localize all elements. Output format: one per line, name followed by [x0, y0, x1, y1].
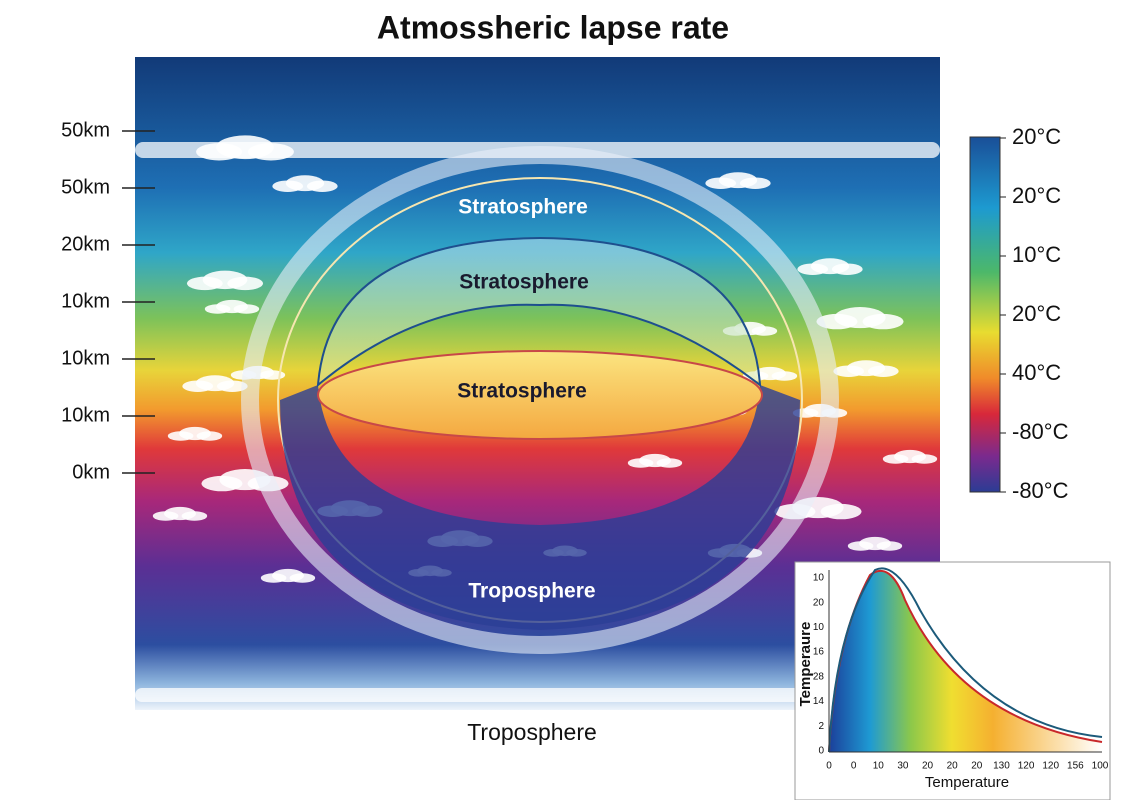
cloud	[656, 458, 683, 468]
colorbar-label: 20°C	[1012, 124, 1061, 149]
troposphere-shell	[280, 385, 800, 630]
altitude-scale: 50km 50km 20km 10km 10km 10km 0km	[61, 119, 155, 483]
layer-label: Troposphere	[468, 580, 595, 603]
inset-ytick: 16	[813, 647, 825, 658]
inset-area	[829, 570, 1102, 752]
colorbar-labels: 20°C 20°C 10°C 20°C 40°C -80°C -80°C	[1000, 124, 1069, 503]
cloud	[196, 431, 223, 441]
cloud	[911, 454, 938, 464]
inset-ytick: 20	[813, 597, 825, 608]
inset-xtick: 0	[851, 761, 857, 772]
cloud	[831, 263, 863, 275]
cloud	[867, 365, 899, 377]
inset-xtick: 120	[1018, 761, 1035, 772]
colorbar-label: 10°C	[1012, 242, 1061, 267]
inset-xtick: 130	[993, 761, 1010, 772]
inset-ytick: 2	[818, 721, 824, 732]
cloud	[820, 503, 862, 520]
inset-ytick: 10	[813, 622, 825, 633]
inset-xtick: 0	[826, 761, 832, 772]
cloud	[306, 180, 338, 192]
altitude-label: 10km	[61, 404, 110, 426]
altitude-label: 0km	[72, 461, 110, 483]
colorbar-label: 20°C	[1012, 301, 1061, 326]
inset-curve	[828, 567, 1103, 753]
inset-xtick: 120	[1042, 761, 1059, 772]
colorbar-label: 20°C	[1012, 183, 1061, 208]
outer-ring	[241, 146, 839, 654]
colorbar	[969, 136, 1001, 493]
cloud	[181, 511, 208, 521]
inset-ylabel: Temperaure	[797, 622, 814, 707]
cloud	[289, 573, 316, 583]
layer-label: Stratosphere	[458, 196, 588, 219]
colorbar-label: -80°C	[1012, 478, 1069, 503]
inset-xtick: 20	[947, 761, 959, 772]
title: Atmossheric lapse rate	[377, 9, 729, 45]
caption: Troposphere	[467, 719, 597, 745]
inset-xtick: 20	[971, 761, 983, 772]
upper-dome	[316, 236, 762, 388]
cloud	[751, 326, 778, 336]
inset-ytick: 28	[813, 671, 825, 682]
altitude-label: 10km	[61, 347, 110, 369]
middle-disc	[317, 350, 763, 440]
inset-ytick: 10	[813, 573, 825, 584]
layer-label: Stratosphere	[457, 380, 587, 403]
cloud	[862, 313, 904, 330]
cloud-band	[135, 688, 940, 702]
inset-xtick: 156	[1067, 761, 1084, 772]
inset-xtick: 20	[922, 761, 934, 772]
inset-xtick: 100	[1092, 761, 1109, 772]
inset-ytick: 0	[818, 746, 824, 757]
cloud	[259, 370, 286, 380]
altitude-label: 50km	[61, 119, 110, 141]
altitude-label: 20km	[61, 233, 110, 255]
cloud	[227, 276, 264, 291]
cloud	[771, 371, 798, 381]
altitude-label: 50km	[61, 176, 110, 198]
layer-label: Stratosphere	[459, 271, 589, 294]
inset-xtick: 30	[897, 761, 909, 772]
inset-xtick: 10	[873, 761, 885, 772]
altitude-label: 10km	[61, 290, 110, 312]
cloud	[233, 304, 260, 314]
cloud	[216, 380, 248, 392]
inset-ytick: 14	[813, 696, 825, 707]
cloud	[739, 177, 771, 189]
inset-xlabel: Temperature	[925, 774, 1009, 791]
colorbar-label: 40°C	[1012, 360, 1061, 385]
colorbar-label: -80°C	[1012, 419, 1069, 444]
cloud	[876, 541, 903, 551]
